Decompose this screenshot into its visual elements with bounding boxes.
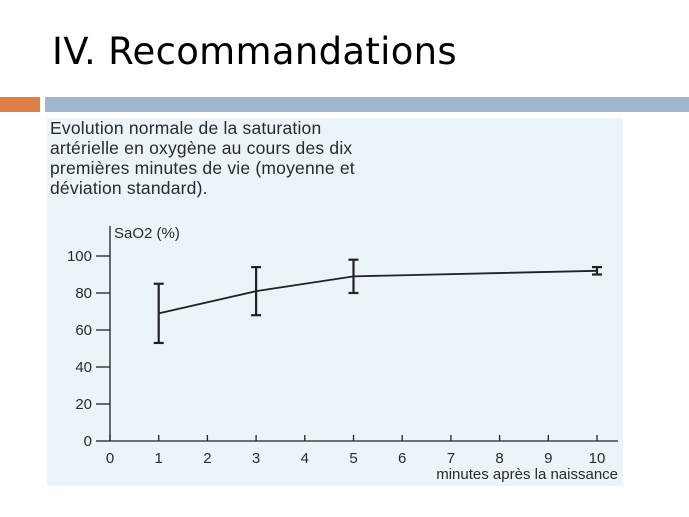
x-tick-label: 8 bbox=[495, 450, 503, 467]
y-tick-label: 40 bbox=[75, 359, 92, 376]
x-axis-label: minutes après la naissance bbox=[436, 466, 618, 483]
caption-line-2: artérielle en oxygène au cours des dix bbox=[50, 138, 353, 158]
y-tick-label: 0 bbox=[84, 433, 92, 450]
figure-caption: Evolution normale de la saturation artér… bbox=[50, 118, 620, 198]
y-tick-label: 60 bbox=[75, 322, 92, 339]
y-tick-label: 80 bbox=[75, 285, 92, 302]
x-tick-label: 3 bbox=[252, 450, 260, 467]
x-tick-label: 4 bbox=[301, 450, 309, 467]
x-tick-label: 7 bbox=[447, 450, 455, 467]
chart-ticks: 0 20 40 60 80 100 0 1 2 3 4 5 6 7 8 9 10 bbox=[67, 248, 605, 467]
x-tick-label: 1 bbox=[155, 450, 163, 467]
figure-panel bbox=[47, 118, 623, 486]
accent-bar-orange bbox=[0, 97, 40, 112]
caption-line-4: déviation standard). bbox=[50, 178, 208, 198]
x-tick-label: 10 bbox=[589, 450, 606, 467]
chart-axes bbox=[109, 226, 618, 442]
y-tick-label: 20 bbox=[75, 396, 92, 413]
y-tick-label: 100 bbox=[67, 248, 92, 265]
y-axis-label: SaO2 (%) bbox=[114, 225, 180, 242]
x-tick-label: 5 bbox=[349, 450, 357, 467]
slide-title: IV. Recommandations bbox=[52, 30, 457, 73]
x-tick-label: 0 bbox=[106, 450, 114, 467]
caption-line-3: premières minutes de vie (moyenne et bbox=[50, 158, 355, 178]
caption-line-1: Evolution normale de la saturation bbox=[50, 118, 322, 138]
x-tick-label: 6 bbox=[398, 450, 406, 467]
x-tick-label: 9 bbox=[544, 450, 552, 467]
x-tick-label: 2 bbox=[203, 450, 211, 467]
series-line bbox=[158, 269, 598, 315]
chart-series bbox=[153, 258, 602, 345]
accent-bar-blue bbox=[45, 97, 689, 112]
